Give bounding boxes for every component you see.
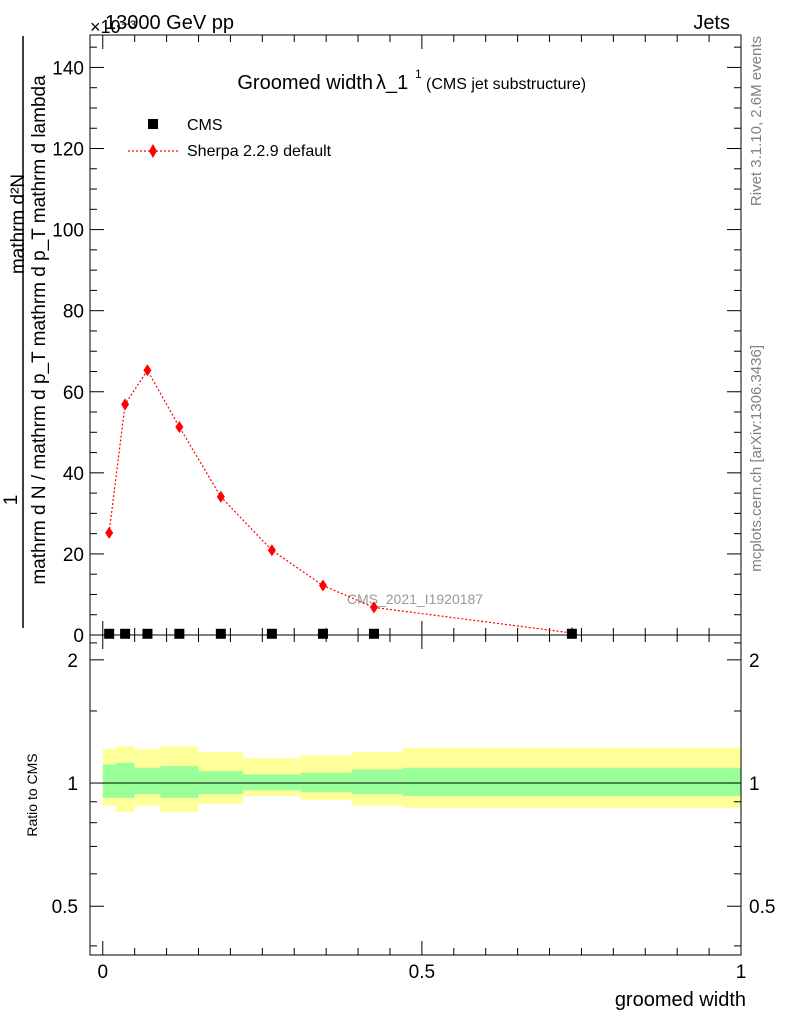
main-xticks: [102, 35, 742, 635]
ratio-band-inner: [300, 772, 352, 793]
legend-cms-marker: [148, 119, 158, 129]
sherpa-line: [108, 369, 572, 634]
x-axis-label: groomed width: [615, 989, 746, 1011]
sherpa-point: [105, 526, 114, 539]
cms-point: [266, 628, 277, 639]
ratio-ytick-label-right: 0.5: [749, 897, 775, 918]
sherpa-point: [143, 364, 152, 377]
ylabel-one: 1: [1, 495, 22, 506]
main-ytick-label: 80: [63, 302, 84, 323]
main-panel: 0 20 40 60 80 100 120 140 CMS_2021_I1920187 Gro…: [52, 34, 742, 647]
main-ytick-label: 40: [63, 464, 84, 485]
sherpa-points: [105, 364, 576, 639]
main-ytick-label: 120: [52, 140, 84, 161]
legend: CMS Sherpa 2.2.9 default: [128, 117, 332, 160]
ratio-band-inner: [198, 771, 244, 795]
main-yticks: 0 20 40 60 80 100 120 140: [52, 46, 741, 647]
mcplots-label: mcplots.cern.ch [arXiv:1306.3436]: [748, 345, 765, 572]
title-main: Groomed width: [237, 72, 373, 94]
title-superscript: 1: [415, 67, 422, 81]
main-ytick-label: 0: [73, 626, 84, 647]
cms-point: [317, 628, 328, 639]
ratio-frame: [89, 634, 742, 956]
main-ytick-label: 140: [52, 58, 84, 79]
legend-cms-label: CMS: [187, 117, 223, 134]
ratio-xtick-label: 0: [97, 962, 108, 983]
cms-point: [369, 628, 380, 639]
cms-point: [174, 628, 185, 639]
ratio-band-inner: [351, 769, 403, 795]
ratio-bands: [102, 746, 741, 812]
ylabel-numerator: mathrm d²N: [8, 174, 29, 274]
sherpa-point: [318, 579, 327, 592]
header-energy: 13000 GeV pp: [105, 12, 234, 34]
sherpa-point: [216, 490, 225, 503]
header-process: Jets: [693, 12, 730, 34]
ratio-ytick-label-left: 1: [67, 774, 78, 795]
cms-point: [215, 628, 226, 639]
ratio-band-inner: [243, 774, 301, 791]
cms-point: [566, 628, 577, 639]
legend-sherpa-marker: [149, 144, 157, 158]
ratio-ytick-label-left: 2: [67, 651, 78, 672]
ratio-ytick-label-right: 1: [749, 774, 760, 795]
ratio-ytick-label-left: 0.5: [52, 897, 78, 918]
ratio-ytick-label-right: 2: [749, 651, 760, 672]
ratio-band-inner: [402, 767, 741, 796]
ratio-xticks: 0 0.5 1: [97, 635, 746, 983]
main-ytick-label: 60: [63, 383, 84, 404]
header-exponent: ×10⁻³: [90, 17, 136, 37]
cms-point: [104, 628, 115, 639]
main-ytick-label: 20: [63, 545, 84, 566]
ratio-yticks: 0.5 0.5 1 1 2 2: [52, 642, 775, 947]
cms-point: [120, 628, 131, 639]
main-ytick-label: 100: [52, 221, 84, 242]
ylabel-denominator: mathrm d N / mathrm d p_T mathrm d p_T m…: [29, 75, 50, 585]
sherpa-point: [267, 544, 276, 557]
ratio-ylabel: Ratio to CMS: [24, 753, 40, 836]
sherpa-point: [370, 601, 379, 614]
title-lambda: λ_1: [376, 72, 408, 94]
ratio-xtick-label: 0.5: [409, 962, 435, 983]
ratio-panel: 0.5 0.51 12 2 0 0.5 1 Ratio to CMS: [24, 634, 775, 983]
ratio-band-inner: [102, 764, 116, 798]
cms-point: [142, 628, 153, 639]
legend-sherpa-label: Sherpa 2.2.9 default: [187, 143, 332, 160]
sherpa-point: [121, 398, 130, 411]
sherpa-point: [175, 421, 184, 434]
ratio-band-inner: [160, 766, 199, 798]
title-sub: (CMS jet substructure): [426, 76, 586, 93]
watermark: CMS_2021_I1920187: [347, 591, 483, 607]
rivet-label: Rivet 3.1.10, 2.6M events: [748, 36, 765, 206]
ratio-band-inner: [115, 762, 135, 798]
cms-points: [104, 628, 577, 639]
chart-title: Groomed width λ_1 1 (CMS jet substructur…: [237, 67, 586, 94]
main-ylabel: mathrm d²N 1 mathrm d N / mathrm d p_T m…: [1, 36, 50, 628]
ratio-xtick-label: 1: [736, 962, 747, 983]
ratio-band-inner: [134, 767, 161, 795]
